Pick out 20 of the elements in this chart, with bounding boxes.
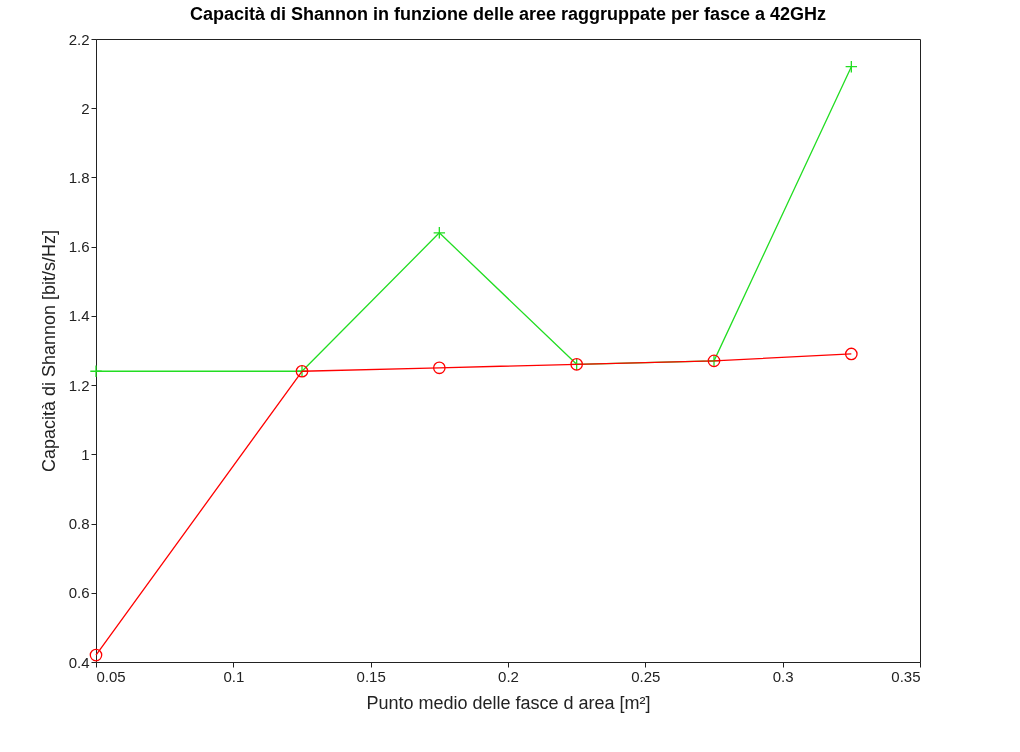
y-tick-label: 0.4 (68, 653, 90, 671)
y-tick-label: 0.6 (68, 584, 90, 602)
x-tick-label: 0.15 (356, 667, 386, 685)
y-tick-label: 1.6 (68, 238, 90, 256)
x-tick-label: 0.05 (96, 667, 126, 685)
y-tick-label: 1.4 (68, 307, 90, 325)
x-tick-label: 0.2 (498, 667, 519, 685)
x-tick-label: 0.25 (631, 667, 661, 685)
y-tick-label: 1 (81, 445, 90, 463)
y-tick-label: 1.2 (68, 376, 90, 394)
y-tick-label: 2.2 (68, 30, 90, 48)
x-axis-title: Punto medio delle fasce d area [m²] (366, 692, 651, 713)
x-tick-label: 0.3 (772, 667, 794, 685)
x-tick-label: 0.1 (223, 667, 245, 685)
y-axis-title: Capacità di Shannon [bit/s/Hz] (38, 229, 59, 473)
y-tick-label: 0.8 (68, 515, 90, 533)
x-tick-label: 0.35 (891, 667, 921, 685)
chart-title: Capacità di Shannon in funzione delle aree raggruppate per fasce a 42GHz (189, 4, 827, 24)
y-tick-label: 2 (81, 99, 90, 117)
y-tick-label: 1.8 (68, 168, 90, 186)
